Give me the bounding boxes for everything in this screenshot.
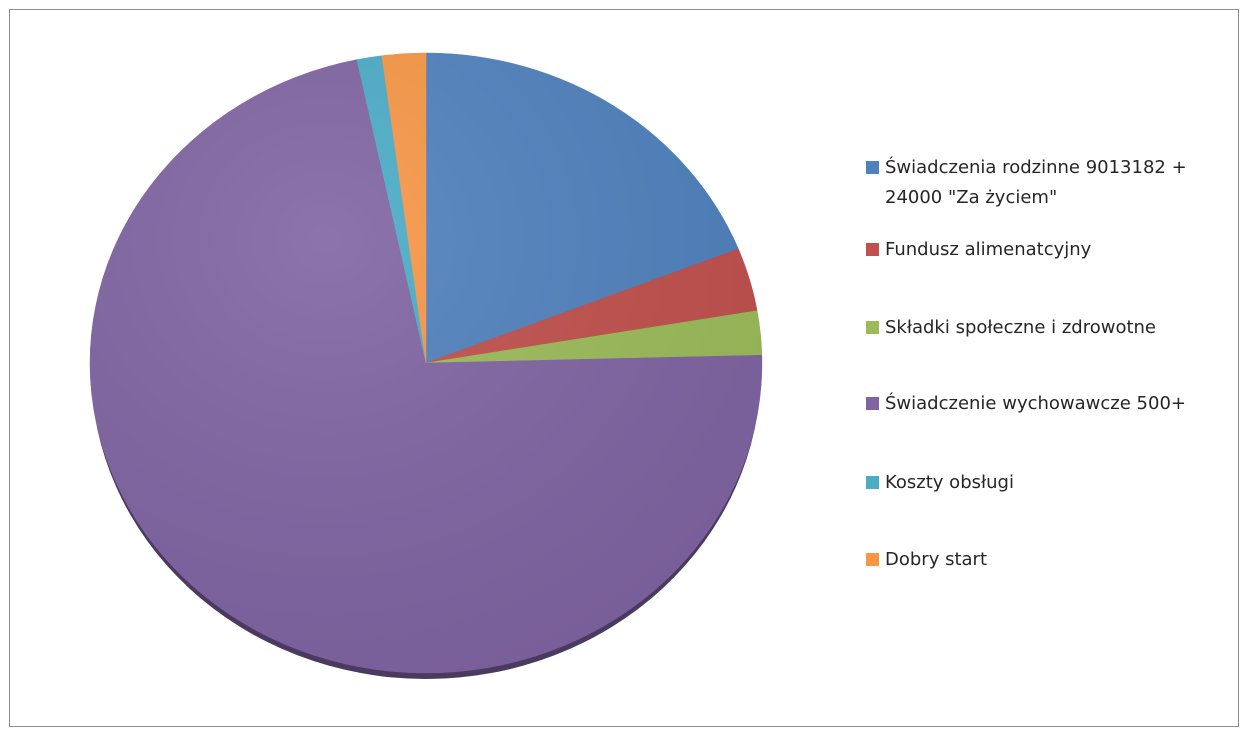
chart-area: Świadczenia rodzinne 9013182 + 24000 "Za… <box>9 9 1239 727</box>
legend-label: Koszty obsługi <box>885 472 1014 493</box>
legend-swatch <box>866 243 879 256</box>
legend-item: Dobry start <box>866 547 987 575</box>
legend-item: Składki społeczne i zdrowotne <box>866 315 1156 343</box>
legend-label: Świadczenia rodzinne 9013182 + 24000 "Za… <box>885 157 1187 208</box>
legend-label: Fundusz alimenatcyjny <box>885 239 1092 260</box>
legend-label: Świadczenie wychowawcze 500+ <box>885 393 1186 414</box>
legend-swatch <box>866 397 879 410</box>
legend-swatch <box>866 321 879 334</box>
legend-label: Dobry start <box>885 549 987 570</box>
pie-sheen <box>90 53 762 673</box>
legend-label: Składki społeczne i zdrowotne <box>885 317 1157 338</box>
legend-item: Koszty obsługi <box>866 470 1014 498</box>
legend-swatch <box>866 553 879 566</box>
legend-swatch <box>866 161 879 174</box>
legend-item: Fundusz alimenatcyjny <box>866 237 1091 265</box>
pie-sheen-overlay <box>90 53 762 673</box>
legend-item: Świadczenia rodzinne 9013182 + 24000 "Za… <box>866 155 1215 213</box>
legend-swatch <box>866 476 879 489</box>
pie-chart <box>89 52 763 679</box>
legend-item: Świadczenie wychowawcze 500+ <box>866 391 1186 419</box>
